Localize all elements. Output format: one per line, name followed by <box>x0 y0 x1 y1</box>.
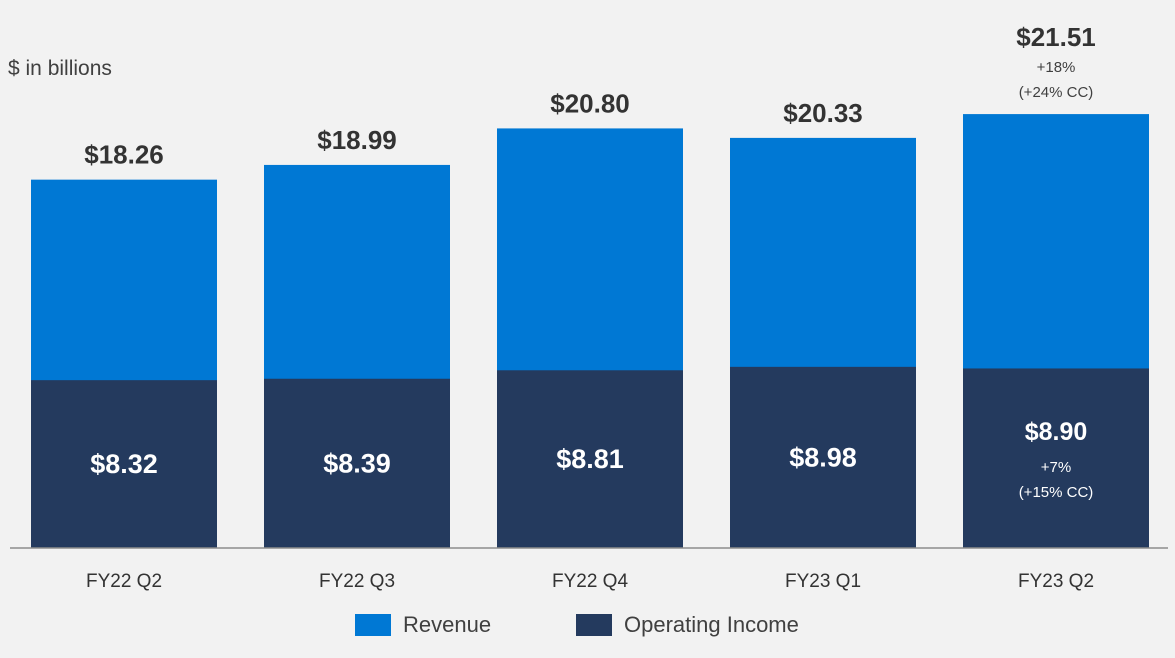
x-tick-label: FY22 Q4 <box>552 571 628 592</box>
bars-group <box>31 114 1149 549</box>
unit-label: $ in billions <box>8 57 112 80</box>
operating-income-value-label: $8.39 <box>323 448 391 478</box>
operating-income-growth-annotation: +7% <box>1041 459 1071 476</box>
revenue-value-label: $21.51 <box>1016 22 1096 52</box>
legend-label-revenue: Revenue <box>403 612 491 637</box>
operating-income-value-label: $8.90 <box>1025 418 1088 446</box>
revenue-value-label: $20.80 <box>550 88 630 118</box>
labels-group: $18.26 $8.32 $18.99 $8.39 $20.80 $8.81 $20.33 $… <box>84 22 1096 501</box>
operating-income-bar <box>31 380 217 548</box>
legend-label-operating-income: Operating Income <box>624 612 799 637</box>
operating-income-bar <box>963 368 1149 548</box>
operating-income-bar <box>730 366 916 548</box>
operating-income-value-label: $8.98 <box>789 442 857 472</box>
operating-income-bar <box>497 370 683 548</box>
revenue-value-label: $18.26 <box>84 140 164 170</box>
revenue-value-label: $18.99 <box>317 125 397 155</box>
x-tick-label: FY23 Q1 <box>785 571 861 592</box>
operating-income-value-label: $8.81 <box>556 444 624 474</box>
operating-income-value-label: $8.32 <box>90 449 158 479</box>
revenue-value-label: $20.33 <box>783 98 863 128</box>
legend-swatch-operating-income <box>576 614 612 636</box>
operating-income-growth-annotation: (+15% CC) <box>1019 484 1094 501</box>
x-ticks-group: FY22 Q2 FY22 Q3 FY22 Q4 FY23 Q1 FY23 Q2 <box>86 571 1094 592</box>
x-tick-label: FY22 Q3 <box>319 571 395 592</box>
revenue-growth-annotation: +18% <box>1037 59 1076 76</box>
x-tick-label: FY22 Q2 <box>86 571 162 592</box>
legend: Revenue Operating Income <box>355 612 799 637</box>
revenue-growth-annotation: (+24% CC) <box>1019 84 1094 101</box>
x-tick-label: FY23 Q2 <box>1018 571 1094 592</box>
legend-swatch-revenue <box>355 614 391 636</box>
operating-income-bar <box>264 378 450 548</box>
